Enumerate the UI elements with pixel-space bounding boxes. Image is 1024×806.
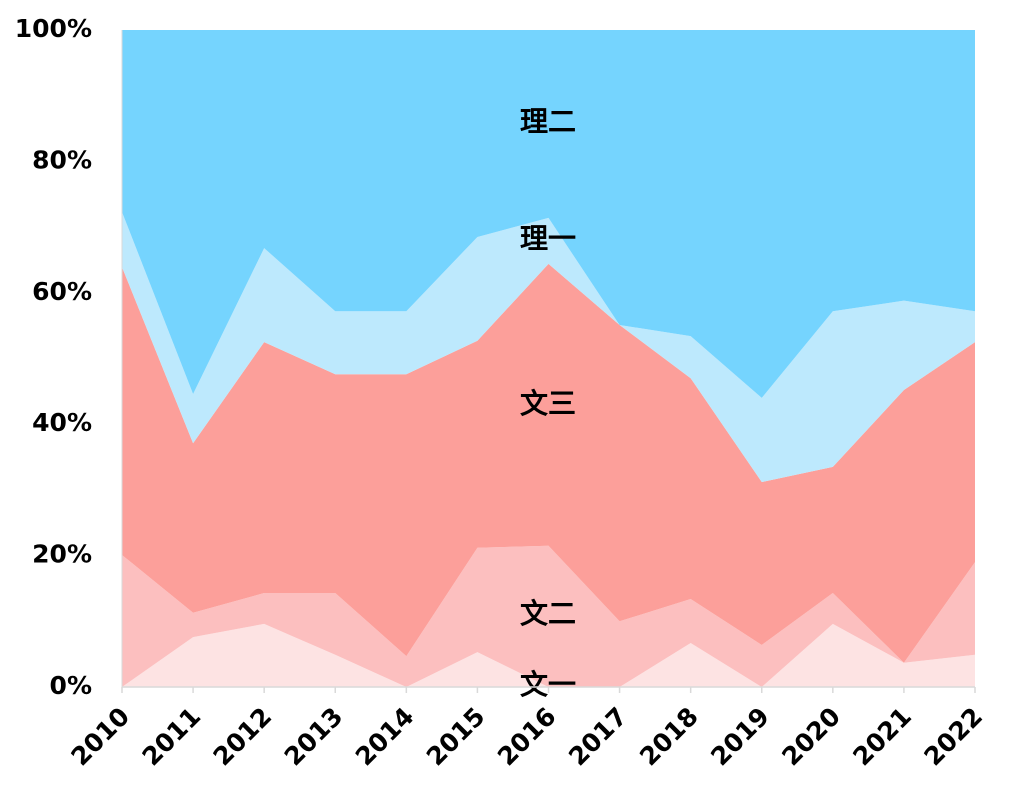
area [122, 30, 975, 398]
y-tick-label: 40% [32, 408, 92, 437]
area [122, 545, 975, 687]
x-tick-label: 2014 [350, 702, 420, 772]
x-tick-label: 2018 [634, 702, 704, 772]
x-tick-label: 2017 [563, 702, 633, 772]
y-tick-label: 60% [32, 277, 92, 306]
x-tick-label: 2012 [208, 702, 278, 772]
area [122, 211, 975, 483]
x-tick-label: 2013 [279, 702, 349, 772]
y-tick-label: 80% [32, 145, 92, 174]
y-tick-label: 20% [32, 540, 92, 569]
x-tick-label: 2021 [847, 702, 917, 772]
series-label: 文二 [520, 597, 576, 630]
x-tick-label: 2010 [65, 702, 135, 772]
x-tick-label: 2016 [492, 702, 562, 772]
area [122, 263, 975, 663]
x-tick-label: 2020 [776, 702, 846, 772]
series-label: 理一 [520, 222, 576, 255]
area [122, 623, 975, 687]
series-label: 理二 [520, 105, 576, 138]
series-label: 文一 [520, 668, 576, 701]
y-tick-label: 100% [15, 14, 92, 43]
x-tick-label: 2015 [421, 702, 491, 772]
x-tick-label: 2022 [918, 702, 988, 772]
x-tick-label: 2019 [705, 702, 775, 772]
series-label: 文三 [520, 387, 576, 420]
y-tick-label: 0% [50, 671, 92, 700]
x-tick-label: 2011 [137, 702, 207, 772]
